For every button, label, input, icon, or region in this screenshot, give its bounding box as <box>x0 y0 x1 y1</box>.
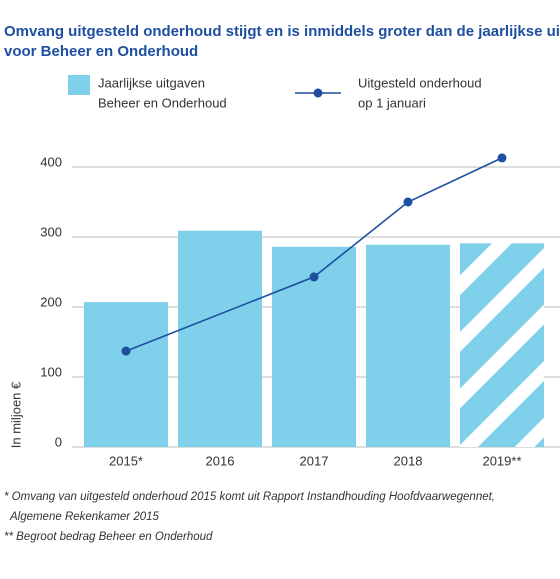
footnote: * Omvang van uitgesteld onderhoud 2015 k… <box>4 491 495 503</box>
line-point <box>309 272 319 282</box>
legend-swatch <box>68 75 90 95</box>
legend-swatch <box>313 88 323 98</box>
footnote: ** Begroot bedrag Beheer en Onderhoud <box>4 531 213 543</box>
x-tick-label: 2018 <box>394 453 423 468</box>
y-axis-label: In miljoen € <box>8 381 23 448</box>
chart-title: voor Beheer en Onderhoud <box>4 43 198 60</box>
x-tick-label: 2016 <box>206 453 235 468</box>
y-tick-label: 100 <box>40 364 62 379</box>
y-tick-label: 400 <box>40 154 62 169</box>
x-tick-label: 2017 <box>300 453 329 468</box>
legend-label: Beheer en Onderhoud <box>98 95 227 110</box>
line-point <box>121 346 131 356</box>
line-point <box>497 153 507 163</box>
legend-label: op 1 januari <box>358 95 426 110</box>
x-tick-label: 2015* <box>109 453 143 468</box>
y-tick-label: 300 <box>40 224 62 239</box>
line <box>125 157 503 352</box>
bar <box>84 302 168 447</box>
bar <box>178 230 262 447</box>
legend-label: Jaarlijkse uitgaven <box>98 75 205 90</box>
y-tick-label: 0 <box>55 434 62 449</box>
footnote: Algemene Rekenkamer 2015 <box>4 511 160 523</box>
bar <box>460 243 544 447</box>
y-tick-label: 200 <box>40 294 62 309</box>
legend-label: Uitgesteld onderhoud <box>358 75 482 90</box>
chart-title: Omvang uitgesteld onderhoud stijgt en is… <box>4 23 560 40</box>
line-point <box>403 197 413 207</box>
bar <box>366 244 450 447</box>
x-tick-label: 2019** <box>482 453 521 468</box>
